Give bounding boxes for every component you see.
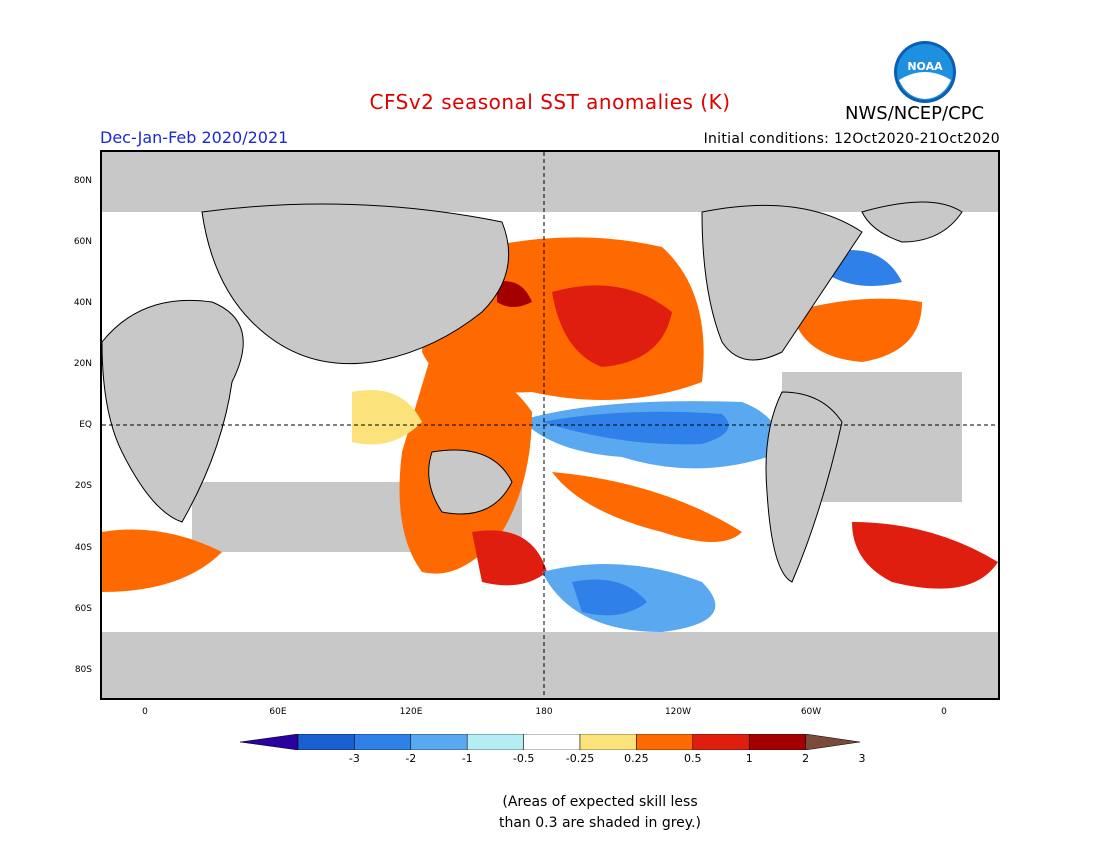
anomaly-north-atlantic-cool (832, 250, 902, 286)
color-bar-label: -0.5 (512, 752, 535, 765)
sst-anomaly-map (100, 150, 1000, 700)
skill-note-line: than 0.3 are shaded in grey.) (498, 815, 701, 831)
color-bar-segment (410, 733, 468, 751)
lon-label: 120W (664, 707, 692, 717)
chart-title: CFSv2 seasonal SST anomalies (K) (369, 90, 731, 114)
lon-label: 0 (142, 707, 148, 717)
lat-label: 80S (74, 665, 92, 675)
antarctic-region (102, 632, 998, 698)
anomaly-la-nina-strong (542, 411, 729, 445)
color-bar-label: 3 (858, 752, 866, 765)
color-bar-segment (466, 733, 524, 751)
skill-note-line: (Areas of expected skill less (502, 794, 698, 810)
landmass-eurasia (201, 203, 510, 365)
arctic-region (102, 152, 998, 207)
anomaly-south-atlantic-strong (852, 522, 998, 589)
color-bar-min-arrow (239, 733, 299, 751)
anomaly-tasman-strong (472, 530, 547, 586)
color-bar-label: -3 (348, 752, 360, 765)
svg-text:NOAA: NOAA (907, 60, 943, 73)
landmass-australia (428, 449, 513, 515)
anomaly-north-atlantic-warm (792, 298, 922, 362)
landmass-africa (102, 299, 244, 523)
lat-label: 60N (73, 237, 92, 247)
lat-label: EQ (79, 420, 92, 430)
anomaly-kuroshio-strong (497, 281, 532, 307)
lat-label: 40N (73, 298, 92, 308)
color-bar-segment (523, 733, 581, 751)
color-bar-segment (692, 733, 750, 751)
lon-label: 120E (399, 707, 423, 717)
initial-conditions-label: Initial conditions: 12Oct2020-21Oct2020 (703, 131, 1000, 147)
season-label: Dec-Jan-Feb 2020/2021 (100, 128, 289, 147)
noaa-logo: NOAA (893, 40, 957, 104)
color-bar-label: 1 (745, 752, 753, 765)
agency-label: NWS/NCEP/CPC (845, 103, 985, 124)
color-bar (239, 733, 861, 751)
skill-note: (Areas of expected skill less than 0.3 a… (470, 792, 730, 834)
color-bar-segment (748, 733, 806, 751)
color-bar-max-arrow (805, 733, 861, 751)
lon-label: 60E (269, 707, 287, 717)
landmass-greenland (861, 201, 963, 243)
lat-label: 80N (73, 176, 92, 186)
landmass-south-america (765, 391, 843, 583)
lat-label: 20N (73, 359, 92, 369)
lat-label: 40S (74, 543, 92, 553)
color-bar-label: 0.5 (684, 752, 702, 765)
color-bar-label: 2 (802, 752, 810, 765)
lat-label: 60S (74, 604, 92, 614)
lon-label: 180 (535, 707, 553, 717)
color-bar-segment (354, 733, 412, 751)
anomaly-south-pacific-warm (552, 472, 742, 542)
color-bar-segment (636, 733, 694, 751)
anomaly-north-pacific-strong (552, 285, 672, 367)
color-bar-label: 0.25 (624, 752, 649, 765)
color-bar-segment (297, 733, 355, 751)
color-bar-label: -1 (461, 752, 473, 765)
color-bar-label: -2 (405, 752, 417, 765)
anomaly-south-atlantic-warm (102, 529, 222, 592)
anomaly-indian-ocean-mild (352, 390, 422, 445)
anomaly-southern-ocean-strong (572, 579, 647, 616)
landmass-north-america (701, 204, 863, 361)
lat-label: 20S (74, 481, 92, 491)
lon-label: 60W (800, 707, 822, 717)
lon-label: 0 (941, 707, 947, 717)
color-bar-segment (579, 733, 637, 751)
color-bar-label: -0.25 (565, 752, 595, 765)
